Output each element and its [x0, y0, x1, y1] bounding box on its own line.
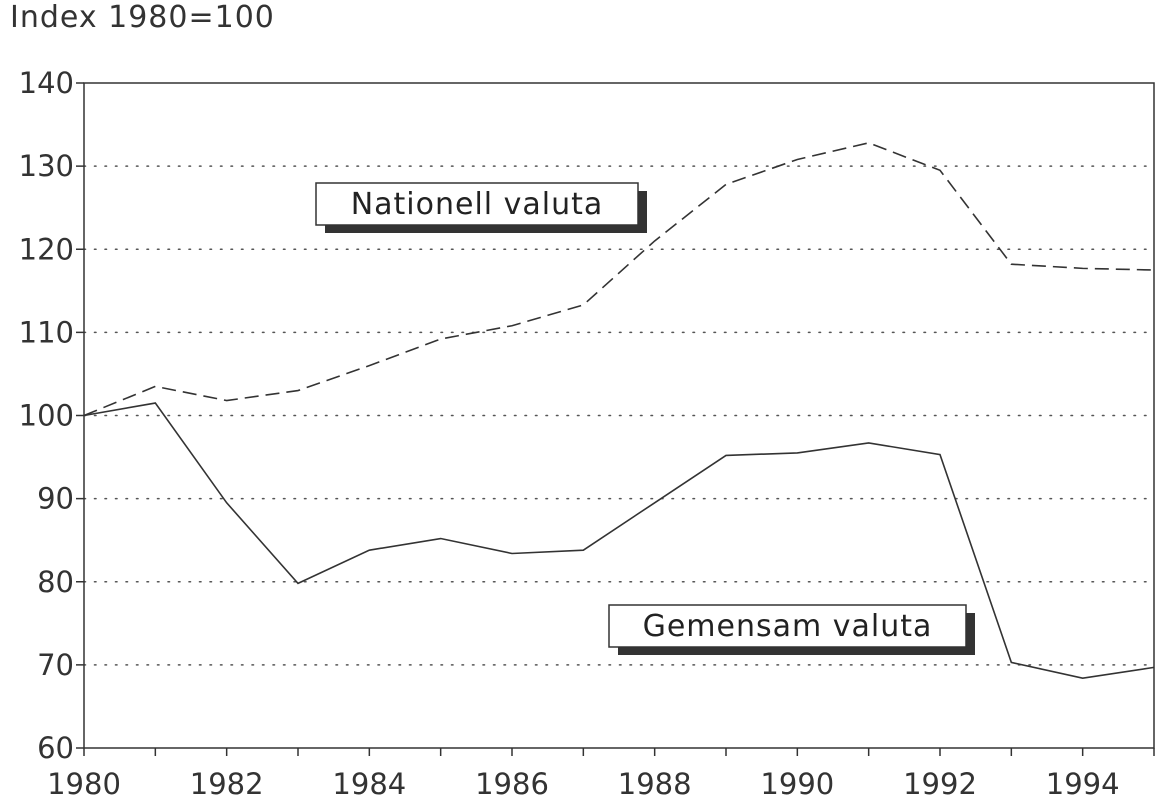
x-axis-ticks: 1980 1982 1984 1986 1988 1990 1992 1994	[47, 748, 1155, 801]
series-labels: Nationell valuta Gemensam valuta	[315, 182, 975, 655]
y-axis-ticks: 60 70 80 90 100 110 120 130 140	[19, 66, 84, 765]
y-axis-label: Index 1980=100	[10, 0, 275, 35]
series-line-nationell-valuta	[83, 142, 1155, 417]
x-tick-label: 1992	[903, 767, 977, 801]
y-tick-label: 60	[37, 731, 74, 765]
label-box	[608, 604, 967, 648]
x-tick-label: 1988	[618, 767, 692, 801]
y-tick-label: 90	[37, 482, 74, 516]
y-tick-label: 80	[37, 565, 74, 599]
y-tick-label: 70	[37, 648, 74, 682]
series-lines	[83, 142, 1155, 679]
series-line-gemensam-valuta	[83, 402, 1155, 679]
x-tick-label: 1994	[1046, 767, 1120, 801]
y-tick-label: 120	[19, 232, 74, 266]
x-tick-label: 1990	[760, 767, 834, 801]
x-tick-label: 1984	[332, 767, 406, 801]
label-box	[315, 182, 639, 226]
y-tick-label: 140	[19, 66, 74, 100]
series-label-text: Gemensam valuta	[643, 609, 933, 644]
y-tick-label: 130	[19, 149, 74, 183]
series-label-box: Gemensam valuta	[608, 604, 975, 655]
y-tick-label: 100	[19, 399, 74, 433]
series-label-text: Nationell valuta	[351, 187, 604, 222]
grid-lines	[83, 165, 1155, 666]
x-tick-label: 1980	[47, 767, 121, 801]
y-tick-label: 110	[19, 315, 74, 349]
x-tick-label: 1982	[190, 767, 264, 801]
x-tick-label: 1986	[475, 767, 549, 801]
series-label-box: Nationell valuta	[315, 182, 647, 233]
